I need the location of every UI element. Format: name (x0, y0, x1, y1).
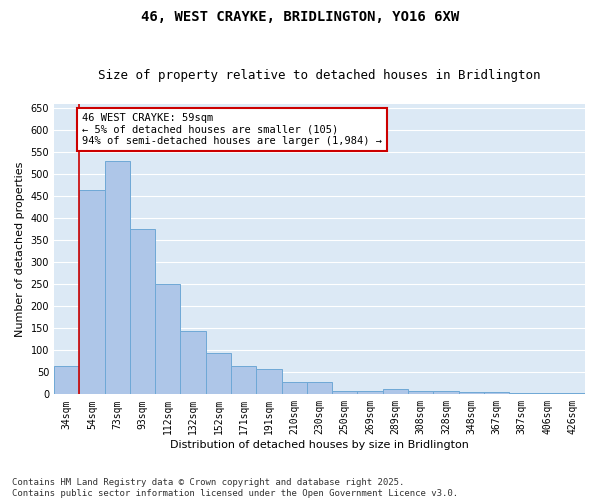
Bar (256, 370, 281, 394)
Text: 46 WEST CRAYKE: 59sqm
← 5% of detached houses are smaller (105)
94% of semi-deta: 46 WEST CRAYKE: 59sqm ← 5% of detached h… (82, 113, 382, 146)
Y-axis label: Number of detached properties: Number of detached properties (15, 162, 25, 337)
Bar (79, 190, 104, 394)
Bar (535, 393, 560, 394)
Bar (433, 392, 458, 394)
Text: 46, WEST CRAYKE, BRIDLINGTON, YO16 6XW: 46, WEST CRAYKE, BRIDLINGTON, YO16 6XW (141, 10, 459, 24)
Bar (181, 332, 206, 394)
Bar (484, 392, 509, 394)
Bar (206, 352, 231, 395)
Bar (408, 392, 433, 394)
Bar (383, 389, 408, 394)
Text: Contains HM Land Registry data © Crown copyright and database right 2025.
Contai: Contains HM Land Registry data © Crown c… (12, 478, 458, 498)
Bar (54, 366, 79, 394)
Bar (104, 161, 130, 394)
Bar (155, 284, 181, 395)
Title: Size of property relative to detached houses in Bridlington: Size of property relative to detached ho… (98, 69, 541, 82)
Bar (231, 366, 256, 394)
Bar (458, 392, 484, 394)
Bar (307, 382, 332, 394)
Bar (358, 392, 383, 394)
X-axis label: Distribution of detached houses by size in Bridlington: Distribution of detached houses by size … (170, 440, 469, 450)
Bar (130, 230, 155, 394)
Bar (509, 393, 535, 394)
Bar (281, 382, 307, 394)
Bar (332, 392, 358, 394)
